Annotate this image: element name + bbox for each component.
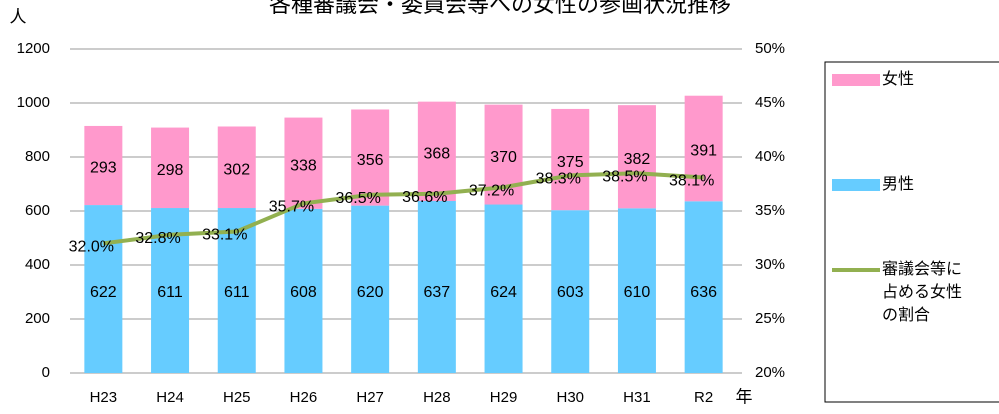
y2-tick-label: 35% bbox=[755, 202, 785, 219]
y-tick-label: 800 bbox=[25, 148, 50, 165]
legend-swatch bbox=[832, 74, 880, 86]
bar-segment bbox=[417, 101, 456, 202]
bar-segment bbox=[351, 205, 390, 373]
bar-segment bbox=[551, 210, 590, 373]
x-tick-label: H23 bbox=[90, 389, 118, 406]
x-tick-label: H30 bbox=[556, 389, 584, 406]
y2-tick-label: 25% bbox=[755, 310, 785, 327]
data-label: 32.0% bbox=[69, 239, 114, 256]
bar-segment bbox=[217, 126, 256, 209]
chart-title: 各種審議会・委員会等への女性の参画状況推移 bbox=[269, 0, 731, 17]
y2-tick-label: 50% bbox=[755, 40, 785, 57]
bar-segment bbox=[551, 108, 590, 211]
y-tick-label: 0 bbox=[42, 364, 50, 381]
y-tick-label: 1000 bbox=[17, 94, 50, 111]
data-label: 611 bbox=[157, 284, 183, 301]
x-tick-label: H24 bbox=[156, 389, 184, 406]
bar-segment bbox=[417, 201, 456, 373]
data-label: 620 bbox=[357, 284, 384, 301]
data-label: 302 bbox=[223, 161, 250, 178]
data-label: 603 bbox=[557, 284, 584, 301]
x-tick-label: H29 bbox=[490, 389, 518, 406]
bar-segment bbox=[684, 95, 723, 202]
legend-label: 審議会等に占める女性の割合 bbox=[882, 261, 963, 324]
data-label: 37.2% bbox=[469, 182, 514, 199]
data-label: 611 bbox=[224, 284, 250, 301]
data-label: 370 bbox=[490, 149, 517, 166]
bar-segment bbox=[484, 204, 523, 373]
bar-segment bbox=[84, 125, 123, 206]
bar-segment bbox=[284, 208, 323, 373]
data-label: 382 bbox=[624, 151, 651, 168]
ratio-line bbox=[103, 171, 704, 246]
data-label: 36.5% bbox=[335, 190, 380, 207]
data-label: 38.5% bbox=[602, 168, 647, 185]
y-tick-label: 400 bbox=[25, 256, 50, 273]
x-tick-label: H26 bbox=[290, 389, 318, 406]
x-tick-label: R2 bbox=[694, 389, 713, 406]
legend-box bbox=[824, 61, 999, 403]
bar-segment bbox=[351, 109, 390, 206]
bar-segment bbox=[284, 117, 323, 209]
x-tick-label: H28 bbox=[423, 389, 451, 406]
bar-segment bbox=[151, 127, 190, 209]
bar-segment bbox=[217, 208, 256, 373]
x-tick-label: H31 bbox=[623, 389, 651, 406]
data-label: 356 bbox=[357, 152, 384, 169]
legend-swatch bbox=[832, 179, 880, 191]
data-label: 38.1% bbox=[669, 173, 714, 190]
data-label: 368 bbox=[423, 146, 450, 163]
y-tick-label: 200 bbox=[25, 310, 50, 327]
x-tick-label: H27 bbox=[356, 389, 384, 406]
data-label: 35.7% bbox=[269, 199, 314, 216]
y2-tick-label: 45% bbox=[755, 94, 785, 111]
bar-segment bbox=[617, 105, 656, 209]
data-label: 293 bbox=[90, 160, 117, 177]
data-label: 637 bbox=[423, 284, 450, 301]
y-tick-label: 600 bbox=[25, 202, 50, 219]
y-axis-label: 人 bbox=[10, 7, 27, 26]
y2-tick-label: 40% bbox=[755, 148, 785, 165]
data-label: 32.8% bbox=[135, 230, 180, 247]
data-label: 608 bbox=[290, 284, 317, 301]
bar-segment bbox=[617, 208, 656, 373]
y-tick-label: 1200 bbox=[17, 40, 50, 57]
data-label: 36.6% bbox=[402, 189, 447, 206]
data-label: 38.3% bbox=[536, 171, 581, 188]
legend-label: 男性 bbox=[882, 176, 915, 193]
data-label: 391 bbox=[690, 143, 717, 160]
data-label: 338 bbox=[290, 157, 317, 174]
data-label: 610 bbox=[624, 284, 651, 301]
data-label: 636 bbox=[690, 284, 717, 301]
data-label: 622 bbox=[90, 284, 117, 301]
x-tick-label: H25 bbox=[223, 389, 251, 406]
data-label: 298 bbox=[157, 162, 184, 179]
legend-label: 女性 bbox=[882, 71, 915, 88]
y2-tick-label: 30% bbox=[755, 256, 785, 273]
x-axis-label: 年 bbox=[736, 387, 753, 406]
y2-tick-label: 20% bbox=[755, 364, 785, 381]
bar-segment bbox=[84, 205, 123, 373]
data-label: 624 bbox=[490, 284, 517, 301]
data-label: 33.1% bbox=[202, 227, 247, 244]
bar-segment bbox=[684, 201, 723, 373]
data-label: 375 bbox=[557, 154, 584, 171]
